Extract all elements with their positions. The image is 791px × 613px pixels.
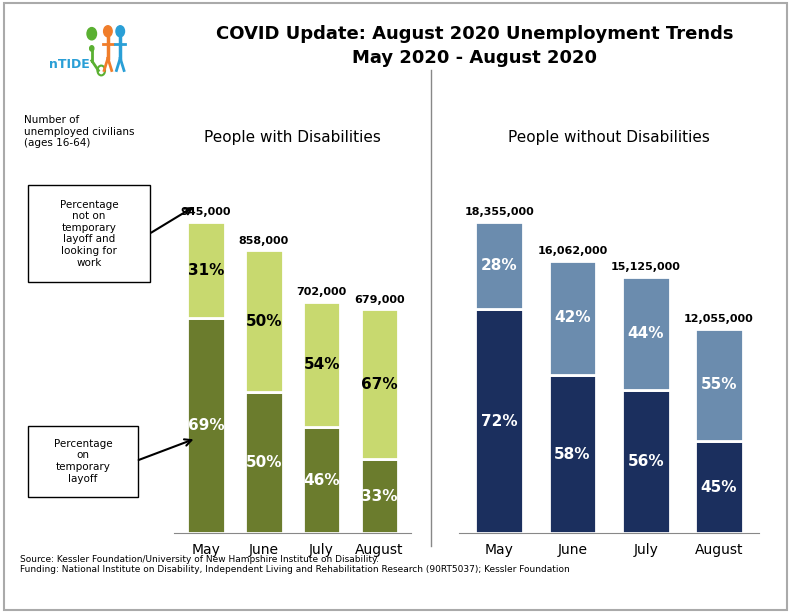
Bar xyxy=(303,427,340,533)
Text: 679,000: 679,000 xyxy=(354,295,405,305)
Text: 67%: 67% xyxy=(361,377,398,392)
Bar xyxy=(695,441,743,533)
Text: 31%: 31% xyxy=(187,262,224,278)
Bar xyxy=(475,309,523,533)
Text: 58%: 58% xyxy=(554,447,591,462)
Text: 18,355,000: 18,355,000 xyxy=(464,207,534,217)
Text: May 2020 - August 2020: May 2020 - August 2020 xyxy=(352,49,597,67)
Bar xyxy=(361,310,399,460)
Bar xyxy=(303,302,340,427)
Text: Percentage
not on
temporary
layoff and
looking for
work: Percentage not on temporary layoff and l… xyxy=(59,200,119,267)
Text: 28%: 28% xyxy=(481,258,517,273)
Circle shape xyxy=(89,46,94,51)
Text: 702,000: 702,000 xyxy=(297,287,346,297)
Text: 12,055,000: 12,055,000 xyxy=(684,314,754,324)
Text: 44%: 44% xyxy=(627,326,664,341)
Bar xyxy=(622,389,669,533)
Circle shape xyxy=(104,26,112,37)
Title: People without Disabilities: People without Disabilities xyxy=(508,130,710,145)
Text: COVID Update: August 2020 Unemployment Trends: COVID Update: August 2020 Unemployment T… xyxy=(216,25,733,43)
Text: 50%: 50% xyxy=(245,455,282,470)
Text: 69%: 69% xyxy=(187,418,224,433)
Bar xyxy=(187,318,225,533)
Bar xyxy=(245,251,282,392)
Text: 72%: 72% xyxy=(481,414,517,428)
Text: 858,000: 858,000 xyxy=(239,236,289,246)
Text: 55%: 55% xyxy=(701,378,737,392)
Bar xyxy=(549,375,596,533)
Text: 45%: 45% xyxy=(701,480,737,495)
Text: 54%: 54% xyxy=(304,357,340,372)
Text: 945,000: 945,000 xyxy=(180,207,231,217)
Bar xyxy=(695,329,743,441)
Bar xyxy=(475,222,523,309)
Text: 56%: 56% xyxy=(627,454,664,469)
Bar xyxy=(622,276,669,389)
Text: 50%: 50% xyxy=(245,314,282,329)
Text: Source: Kessler Foundation/University of New Hampshire Institute on Disability.
: Source: Kessler Foundation/University of… xyxy=(20,555,570,574)
Bar xyxy=(361,460,399,533)
Text: 42%: 42% xyxy=(554,310,591,326)
Circle shape xyxy=(116,26,124,37)
Text: Percentage
on
temporary
layoff: Percentage on temporary layoff xyxy=(54,439,112,484)
Text: 16,062,000: 16,062,000 xyxy=(537,246,607,256)
Text: Number of
unemployed civilians
(ages 16-64): Number of unemployed civilians (ages 16-… xyxy=(24,115,134,148)
Bar xyxy=(187,222,225,318)
Bar xyxy=(245,392,282,533)
Text: 33%: 33% xyxy=(361,489,398,504)
Bar xyxy=(549,261,596,375)
Text: 46%: 46% xyxy=(303,473,340,487)
Text: nTIDE: nTIDE xyxy=(49,58,90,71)
Text: 15,125,000: 15,125,000 xyxy=(611,262,681,272)
Circle shape xyxy=(87,28,97,40)
Title: People with Disabilities: People with Disabilities xyxy=(204,130,381,145)
